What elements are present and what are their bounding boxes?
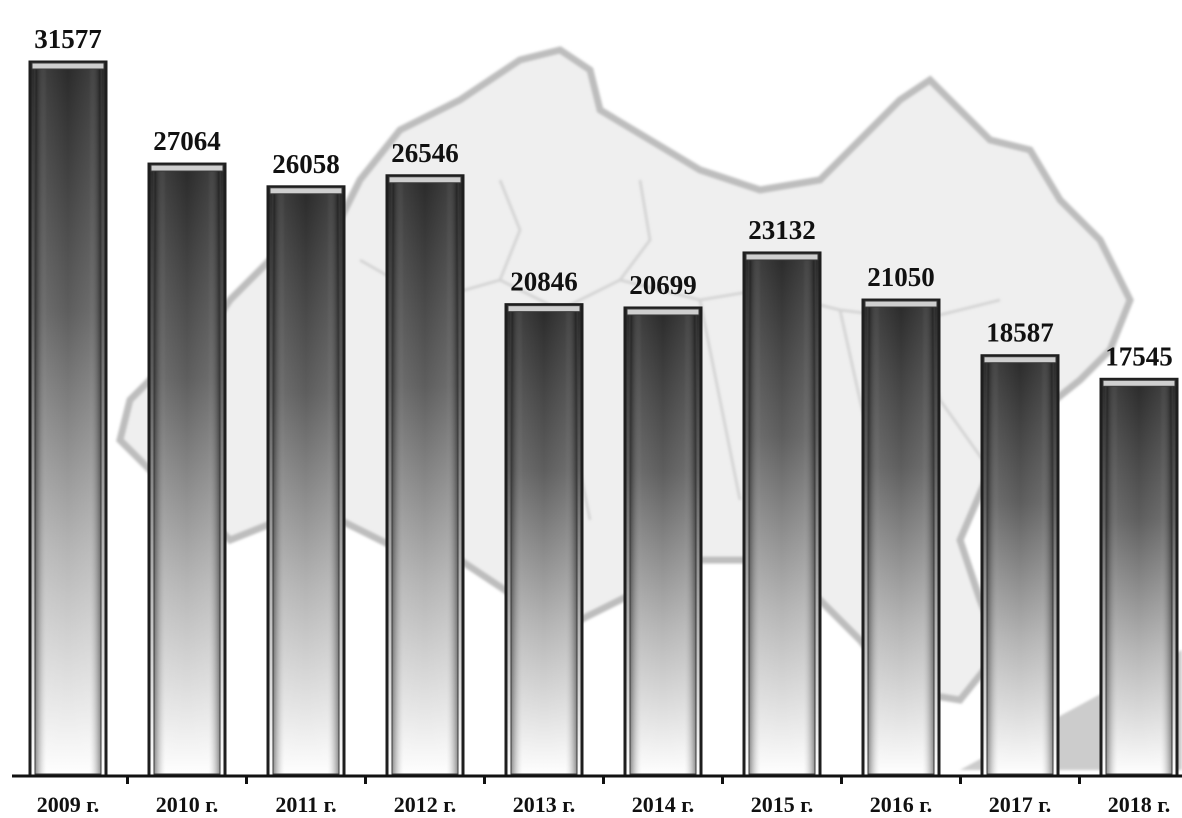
bar (28, 60, 108, 778)
value-label: 20846 (510, 267, 578, 297)
x-tick-label: 2017 г. (989, 792, 1052, 817)
bar (147, 162, 227, 778)
x-tick-label: 2010 г. (156, 792, 219, 817)
value-label: 17545 (1105, 341, 1173, 371)
bar (266, 185, 346, 778)
value-label: 31577 (34, 24, 102, 54)
bars-layer (28, 60, 1179, 778)
x-tick-label: 2012 г. (394, 792, 457, 817)
value-label: 26058 (272, 149, 340, 179)
bar (623, 306, 703, 778)
value-label: 23132 (748, 215, 816, 245)
bar (1099, 377, 1179, 778)
value-label: 18587 (986, 318, 1054, 348)
value-label: 27064 (153, 126, 221, 156)
value-label: 26546 (391, 138, 459, 168)
value-labels-layer: 31577 27064 26058 26546 20846 20699 23132 21050… (34, 24, 1173, 371)
x-tick-label: 2015 г. (751, 792, 814, 817)
x-tick-label: 2014 г. (632, 792, 695, 817)
x-ticks-layer (126, 776, 1081, 784)
x-tick-label: 2013 г. (513, 792, 576, 817)
x-tick-label: 2018 г. (1108, 792, 1171, 817)
bar (385, 174, 465, 778)
bar (742, 251, 822, 778)
value-label: 21050 (867, 262, 935, 292)
x-tick-label: 2011 г. (275, 792, 336, 817)
bar (861, 298, 941, 778)
bar (504, 303, 584, 778)
value-label: 20699 (629, 270, 697, 300)
x-tick-label: 2009 г. (37, 792, 100, 817)
bar (980, 354, 1060, 778)
x-tick-labels-layer: 2009 г. 2010 г. 2011 г. 2012 г. 2013 г. 2014 … (37, 792, 1171, 817)
x-tick-label: 2016 г. (870, 792, 933, 817)
